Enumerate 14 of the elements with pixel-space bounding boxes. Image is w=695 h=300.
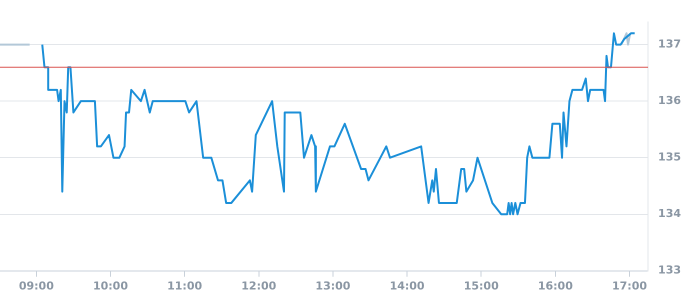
x-tick-label: 17:00 [612,279,648,292]
y-tick-label: 134 [658,207,682,220]
x-tick-label: 13:00 [315,279,351,292]
x-tick-label: 10:00 [92,279,128,292]
x-tick-label: 11:00 [167,279,202,292]
y-tick-label: 136 [658,94,682,108]
y-tick-label: 135 [658,150,682,164]
x-tick-label: 16:00 [538,279,574,292]
x-tick-label: 09:00 [18,279,54,292]
y-tick-label: 137 [658,37,682,50]
x-tick-label: 12:00 [241,279,277,292]
x-tick-label: 14:00 [390,279,425,292]
y-tick-label: 133 [658,264,682,277]
x-tick-label: 15:00 [464,279,500,292]
